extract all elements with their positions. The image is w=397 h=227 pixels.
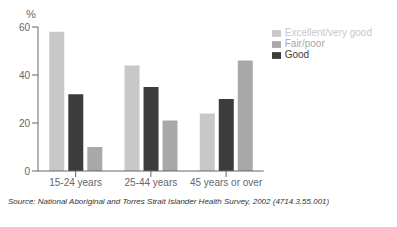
html-text:Excellent/very good: Excellent/very good: [284, 27, 372, 38]
html-text:Source: National Aboriginal an: Source: National Aboriginal and Torres S…: [8, 197, 330, 206]
svg-text:40: 40: [19, 70, 31, 81]
svg-text:45 years or over: 45 years or over: [190, 177, 263, 188]
svg-text:15-24 years: 15-24 years: [49, 177, 102, 188]
svg-text:25-44 years: 25-44 years: [124, 177, 177, 188]
svg-text:60: 60: [19, 22, 31, 33]
svg-text:0: 0: [24, 166, 30, 177]
svg-text:20: 20: [19, 118, 31, 129]
html-text:Good: Good: [284, 49, 310, 60]
html-text:Fair/poor: Fair/poor: [284, 38, 325, 49]
